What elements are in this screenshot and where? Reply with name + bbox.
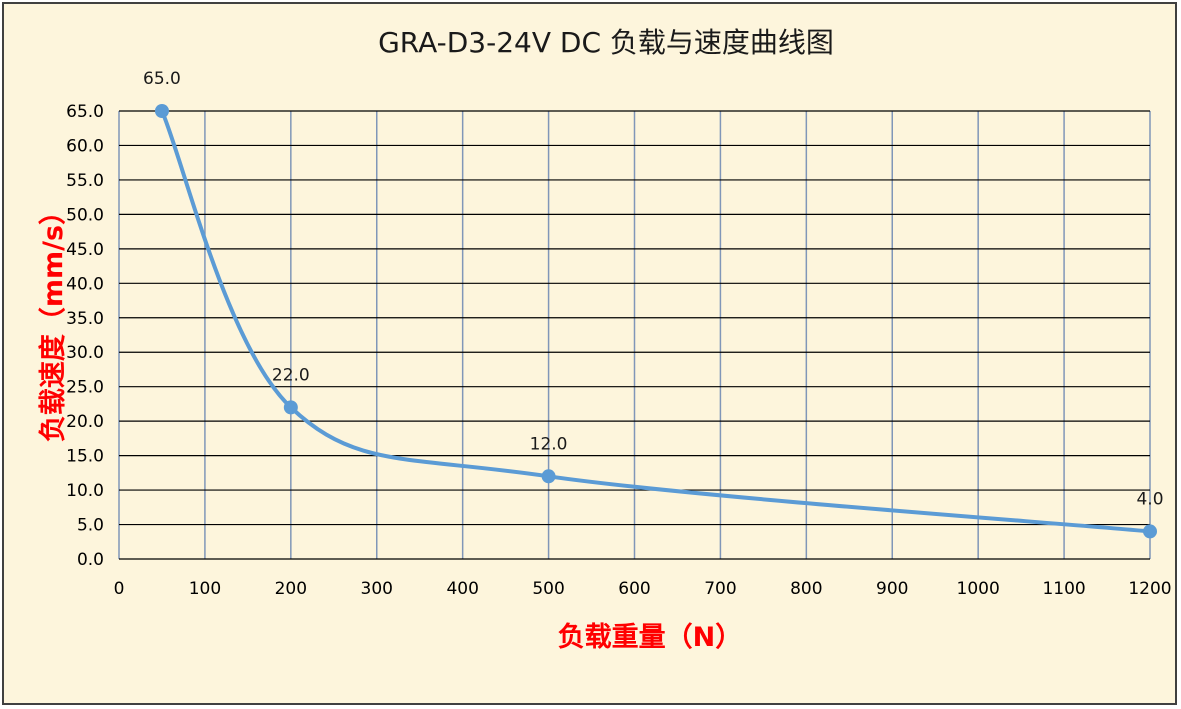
x-tick-label: 800 <box>790 579 822 599</box>
data-label: 22.0 <box>272 365 310 385</box>
y-tick-label: 35.0 <box>66 309 104 329</box>
y-tick-label: 40.0 <box>66 274 104 294</box>
y-tick-label: 20.0 <box>66 412 104 432</box>
x-tick-label: 600 <box>618 579 650 599</box>
y-tick-label: 50.0 <box>66 205 104 225</box>
y-tick-label: 60.0 <box>66 136 104 156</box>
y-tick-label: 30.0 <box>66 343 104 363</box>
chart-title: GRA-D3-24V DC 负载与速度曲线图 <box>378 26 834 59</box>
y-axis-title: 负载速度（mm/s） <box>37 198 69 442</box>
x-tick-label: 1100 <box>1042 579 1085 599</box>
x-tick-label: 500 <box>532 579 564 599</box>
y-tick-label: 55.0 <box>66 171 104 191</box>
y-tick-label: 25.0 <box>66 378 104 398</box>
y-axis-ticks: 0.0 5.0 10.0 15.0 20.0 25.0 30.0 35.0 40.0 45.0 50… <box>66 102 104 570</box>
x-axis-title: 负载重量（N） <box>558 622 743 653</box>
x-tick-label: 100 <box>189 579 221 599</box>
x-tick-label: 0 <box>114 579 125 599</box>
data-point <box>541 469 556 484</box>
y-tick-label: 5.0 <box>77 516 104 536</box>
x-tick-label: 200 <box>275 579 307 599</box>
data-label: 4.0 <box>1136 489 1163 509</box>
series-line <box>160 110 1151 534</box>
x-axis-ticks: 0 100 200 300 400 500 600 700 800 900 1000 1100 1200 <box>114 579 1172 599</box>
y-tick-label: 65.0 <box>66 102 104 122</box>
data-point <box>1143 524 1157 539</box>
y-tick-label: 15.0 <box>66 447 104 467</box>
data-label: 65.0 <box>143 69 181 89</box>
x-tick-label: 300 <box>361 579 393 599</box>
grid <box>118 110 1151 560</box>
data-labels: 65.0 22.0 12.0 4.0 <box>143 69 1163 509</box>
y-tick-label: 45.0 <box>66 240 104 260</box>
x-tick-label: 700 <box>704 579 736 599</box>
data-point <box>154 104 169 118</box>
x-tick-label: 1200 <box>1128 579 1171 599</box>
y-tick-label: 0.0 <box>77 550 104 570</box>
x-tick-label: 1000 <box>957 579 1000 599</box>
x-tick-label: 900 <box>876 579 908 599</box>
x-tick-label: 400 <box>446 579 478 599</box>
y-tick-label: 10.0 <box>66 481 104 501</box>
data-label: 12.0 <box>530 434 568 454</box>
data-point <box>283 400 298 415</box>
series-layer <box>154 104 1157 539</box>
